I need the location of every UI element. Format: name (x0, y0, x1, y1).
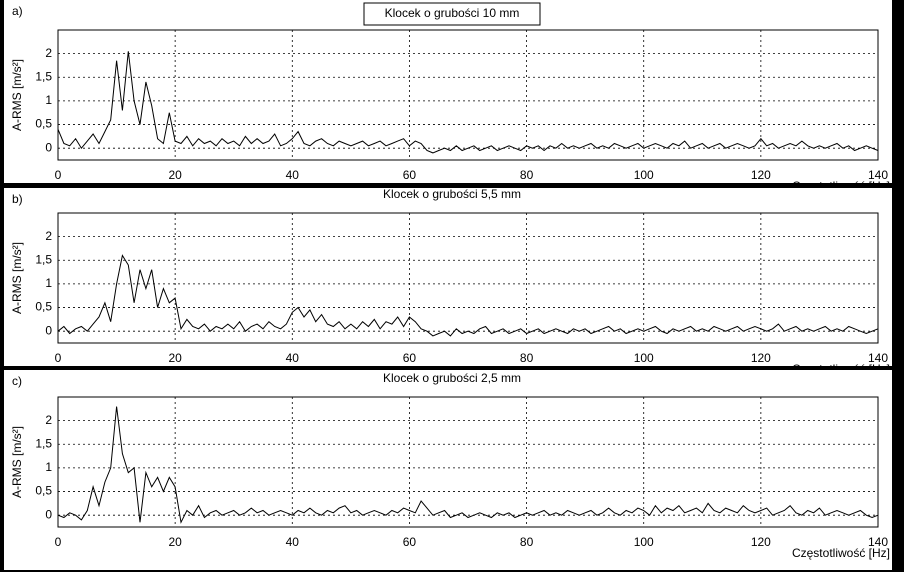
x-tick-label: 100 (634, 535, 654, 549)
y-tick-label: 0,5 (35, 300, 52, 314)
y-tick-label: 1 (45, 460, 52, 474)
x-tick-label: 0 (55, 535, 62, 549)
x-tick-label: 140 (868, 351, 888, 365)
plot-area (57, 29, 879, 161)
x-tick-label: 80 (520, 351, 534, 365)
y-axis-label: A-RMS [m/s²] (10, 426, 24, 498)
y-tick-label: 1 (45, 276, 52, 290)
panel: 0 20 40 60 80 100 120 140 0 0,5 1 1,5 2 b) A-RMS [m/s²… (4, 187, 892, 376)
y-tick-label: 0 (45, 140, 52, 154)
x-tick-label: 80 (520, 168, 534, 182)
y-tick-label: 2 (45, 413, 52, 427)
x-tick-label: 60 (403, 168, 417, 182)
title-box (363, 2, 541, 26)
x-tick-label: 40 (286, 535, 300, 549)
y-tick-label: 2 (45, 46, 52, 60)
panel-label: c) (12, 374, 22, 388)
y-tick-label: 0,5 (35, 484, 52, 498)
y-tick-label: 1,5 (35, 436, 52, 450)
plot-area (57, 396, 879, 528)
chart-title: Klocek o grubości 5,5 mm (383, 187, 521, 201)
x-tick-label: 20 (168, 535, 182, 549)
y-axis-label: A-RMS [m/s²] (10, 59, 24, 131)
y-tick-label: 0 (45, 323, 52, 337)
x-tick-label: 20 (168, 168, 182, 182)
panel-label: b) (12, 192, 23, 206)
y-tick-label: 1 (45, 93, 52, 107)
x-tick-label: 80 (520, 535, 534, 549)
x-tick-label: 120 (751, 351, 771, 365)
x-tick-label: 0 (55, 351, 62, 365)
y-tick-label: 0,5 (35, 117, 52, 131)
data-line (57, 406, 879, 524)
x-tick-label: 120 (751, 535, 771, 549)
x-tick-label: 140 (868, 535, 888, 549)
y-tick-label: 0 (45, 507, 52, 521)
x-tick-label: 0 (55, 168, 62, 182)
x-tick-label: 140 (868, 168, 888, 182)
x-tick-label: 20 (168, 351, 182, 365)
y-tick-label: 1,5 (35, 69, 52, 83)
panel: 0 20 40 60 80 100 120 140 0 0,5 1 1,5 2 a) A-RMS [m/s²… (4, 0, 892, 193)
y-tick-label: 1,5 (35, 252, 52, 266)
panel-label: a) (12, 4, 23, 18)
y-axis-label: A-RMS [m/s²] (10, 242, 24, 314)
x-tick-label: 40 (286, 351, 300, 365)
x-tick-label: 120 (751, 168, 771, 182)
data-line (57, 254, 879, 337)
chart-title: Klocek o grubości 10 mm (385, 6, 520, 20)
x-axis-label: Częstotliwość [Hz] (792, 546, 890, 560)
x-tick-label: 40 (286, 168, 300, 182)
x-tick-label: 60 (403, 535, 417, 549)
panel: 0 20 40 60 80 100 120 140 0 0,5 1 1,5 2 c) A-RMS [m/s²… (4, 370, 892, 570)
y-tick-label: 2 (45, 229, 52, 243)
data-line (57, 51, 879, 154)
plot-area (57, 212, 879, 344)
chart-title: Klocek o grubości 2,5 mm (383, 371, 521, 385)
x-tick-label: 60 (403, 351, 417, 365)
x-tick-label: 100 (634, 168, 654, 182)
x-tick-label: 100 (634, 351, 654, 365)
